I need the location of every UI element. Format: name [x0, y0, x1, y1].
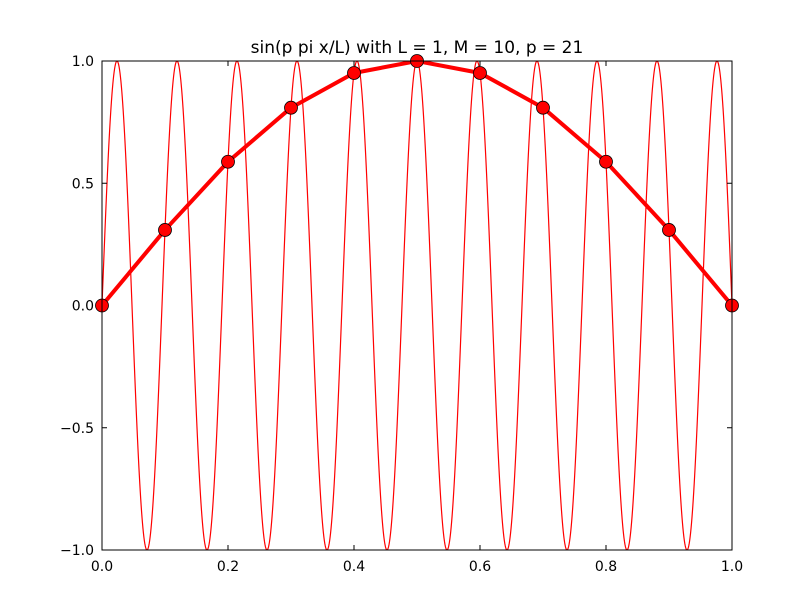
- sample-markers: [95, 54, 739, 313]
- data-point-marker: [662, 223, 676, 237]
- y-tick-label: −0.5: [60, 421, 94, 437]
- y-tick-label: 1.0: [72, 54, 94, 70]
- data-point-marker: [347, 66, 361, 80]
- chart-title: sin(p pi x/L) with L = 1, M = 10, p = 21: [251, 38, 584, 58]
- y-axis-tick-labels: −1.0 −0.5 0.0 0.5 1.0: [60, 54, 94, 559]
- x-tick-label: 0.2: [217, 559, 239, 575]
- x-tick-label: 0.6: [469, 559, 491, 575]
- x-tick-label: 0.0: [91, 559, 113, 575]
- x-tick-label: 1.0: [721, 559, 743, 575]
- data-point-marker: [599, 154, 613, 169]
- x-axis-tick-labels: 0.0 0.2 0.4 0.6 0.8 1.0: [91, 559, 743, 575]
- x-tick-label: 0.8: [595, 559, 617, 575]
- data-point-marker: [221, 154, 235, 169]
- y-tick-label: 0.5: [72, 176, 94, 192]
- data-point-marker: [536, 100, 550, 115]
- data-point-marker: [473, 66, 487, 80]
- axes-frame: [101, 60, 733, 551]
- x-tick-label: 0.4: [343, 559, 365, 575]
- series-line-sampled: [102, 61, 732, 307]
- y-tick-label: 0.0: [72, 299, 94, 315]
- data-point-marker: [284, 100, 298, 115]
- data-point-marker: [158, 223, 172, 237]
- y-tick-label: −1.0: [60, 543, 94, 559]
